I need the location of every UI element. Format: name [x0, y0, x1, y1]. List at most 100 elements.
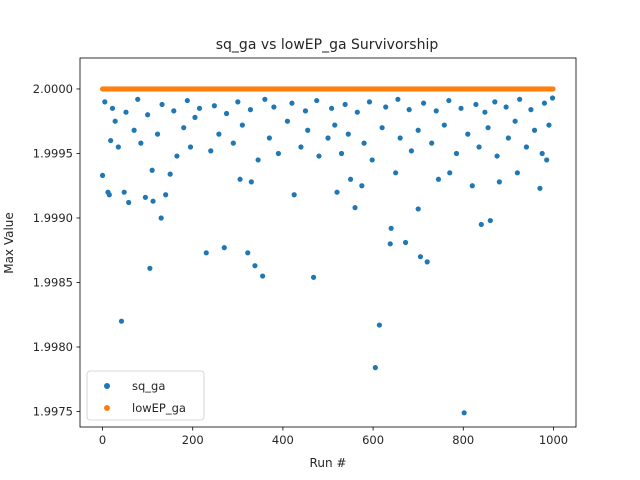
sq-ga-point [255, 157, 261, 163]
sq-ga-point [291, 192, 297, 198]
chart-title: sq_ga vs lowEP_ga Survivorship [216, 37, 439, 53]
sq-ga-point [415, 127, 421, 133]
y-tick-label: 2.0000 [33, 82, 73, 96]
sq-ga-point [106, 192, 112, 198]
sq-ga-point [453, 150, 460, 157]
sq-ga-point [361, 140, 367, 146]
sq-ga-point [469, 183, 475, 189]
sq-ga-point [187, 144, 194, 150]
sq-ga-point [102, 99, 108, 105]
sq-ga-point [184, 97, 190, 104]
sq-ga-point [271, 104, 277, 110]
sq-ga-point [310, 274, 317, 280]
sq-ga-point [465, 131, 471, 137]
sq-ga-point [492, 99, 498, 105]
sq-ga-point [366, 99, 373, 105]
sq-ga-point [252, 263, 258, 269]
y-tick-label: 1.9980 [33, 340, 73, 354]
sq-ga-point [329, 105, 335, 111]
x-axis: 0 200 400 600 800 1000 [99, 427, 568, 447]
sq-ga-point [546, 122, 552, 128]
sq-ga-point [473, 101, 479, 108]
sq-ga-point [305, 127, 311, 133]
sq-ga-point [192, 114, 198, 120]
sq-ga-point [248, 179, 254, 185]
sq-ga-point [230, 140, 236, 146]
sq-ga-point [211, 103, 217, 109]
sq-ga-point [342, 101, 348, 108]
sq-ga-point [420, 100, 427, 106]
legend-marker-lowep-ga [104, 405, 110, 411]
x-axis-label: Run # [310, 456, 347, 470]
sq-ga-point [505, 135, 511, 141]
sq-ga-point [121, 189, 127, 195]
sq-ga-point [446, 97, 452, 104]
sq-ga-point [393, 170, 399, 176]
sq-ga-point [347, 176, 354, 182]
sq-ga-point [441, 122, 447, 128]
sq-ga-point [447, 170, 453, 176]
sq-ga-point [395, 96, 401, 102]
sq-ga-point [112, 118, 118, 124]
sq-ga-point [461, 410, 467, 416]
sq-ga-point [458, 105, 464, 111]
legend-box [86, 370, 205, 421]
sq-ga-point [359, 183, 365, 189]
sq-ga-point [275, 150, 281, 157]
sq-ga-point [338, 150, 345, 157]
sq-ga-point [167, 171, 173, 177]
sq-ga-point [549, 95, 556, 101]
sq-ga-point [383, 104, 389, 110]
sq-ga-point [424, 259, 430, 265]
sq-ga-point [496, 179, 502, 185]
sq-ga-point [142, 194, 148, 200]
sq-ga-point [174, 153, 180, 159]
sq-ga-point [181, 125, 187, 131]
sq-ga-point [99, 172, 106, 179]
sq-ga-point [147, 265, 153, 271]
sq-ga-point [528, 107, 534, 113]
sq-ga-point [208, 148, 214, 154]
sq-ga-point [482, 109, 488, 115]
sq-ga-point [203, 250, 209, 256]
sq-ga-point [149, 167, 155, 173]
axes-frame [79, 57, 577, 428]
sq-ga-point [235, 99, 241, 105]
sq-ga-point [397, 135, 403, 141]
lowep-ga-point [550, 86, 556, 92]
sq-ga-point [417, 254, 424, 260]
sq-ga-point [332, 122, 338, 128]
sq-ga-point [485, 125, 491, 131]
sq-ga-point [523, 144, 530, 150]
sq-ga-point [262, 96, 268, 102]
sq-ga-point [408, 148, 415, 154]
sq-ga-point [158, 215, 164, 221]
sq-ga-point [539, 150, 545, 157]
sq-ga-point [260, 273, 266, 279]
sq-ga-point [369, 157, 375, 163]
sq-ga-point [302, 108, 309, 114]
sq-ga-point [433, 108, 439, 114]
sq-ga-point [247, 107, 254, 113]
x-tick-label: 0 [99, 433, 106, 447]
sq-ga-point [345, 131, 351, 137]
sq-ga-point [379, 125, 385, 131]
sq-ga-point [171, 108, 177, 114]
sq-ga-point [154, 131, 161, 137]
sq-ga-point [494, 153, 500, 159]
sq-ga-point [115, 144, 121, 150]
sq-ga-point [237, 176, 243, 182]
sq-ga-point [245, 250, 251, 256]
sq-ga-point [514, 170, 520, 176]
y-axis-label: Max Value [2, 212, 16, 274]
sq-ga-point [517, 96, 523, 102]
x-tick-label: 1000 [539, 433, 568, 447]
sq-ga-point [354, 109, 360, 115]
sq-ga-point [298, 144, 304, 150]
sq-ga-point [163, 192, 169, 198]
sq-ga-point [478, 221, 484, 228]
sq-ga-point [266, 135, 272, 141]
sq-ga-point [415, 206, 421, 212]
sq-ga-point [429, 140, 435, 146]
